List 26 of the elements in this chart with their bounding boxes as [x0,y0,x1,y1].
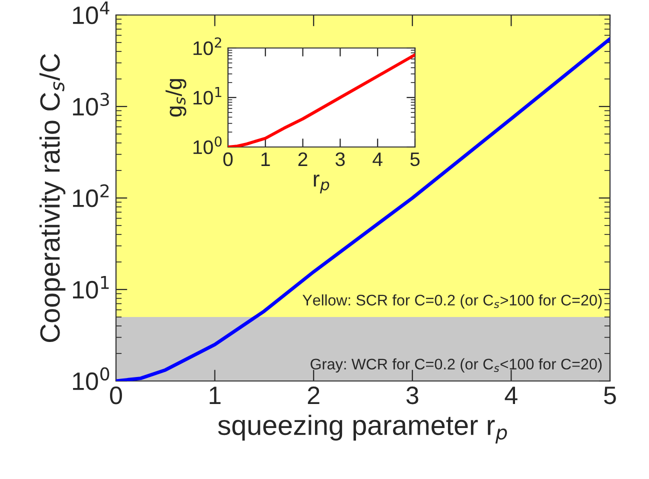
y-tick-label: 10$^{3}$ [73,92,109,116]
x-tick-label: 1 [261,152,270,166]
band-label: Gray: WCR for C=0.2 (or C$_{s}$<100 for C=20) [310,358,602,373]
x-tick-label: 0 [223,152,233,166]
x-tick-label: 3 [406,386,418,404]
y-tick-label: 10$^{4}$ [73,2,110,24]
x-tick-label: 5 [410,152,420,166]
x-tick-label: 5 [604,386,616,404]
y-tick-label: 10$^{1}$ [73,276,109,299]
y-axis-title: g$_{s}$/g [166,79,186,117]
x-tick-label: 2 [298,152,308,166]
y-axis-title: Cooperativity ratio C$_{s}$/C [39,54,66,342]
x-tick-label: 4 [372,152,382,166]
band-label: Yellow: SCR for C=0.2 (or C$_{s}$>100 for C=20) [302,294,602,309]
y-tick-label: 10$^{1}$ [194,87,222,105]
x-tick-label: 4 [504,386,518,404]
y-tick-label: 10$^{0}$ [73,367,110,390]
x-tick-label: 0 [110,386,122,404]
y-tick-label: 10$^{2}$ [73,184,109,208]
x-tick-label: 3 [336,152,345,166]
x-tick-label: 1 [210,386,221,404]
y-tick-label: 10$^{2}$ [194,37,222,56]
x-axis-title: r$_{p}$ [314,174,330,194]
y-tick-label: 10$^{0}$ [194,136,222,154]
x-axis-title: squeezing parameter r$_{p}$ [218,414,507,444]
x-tick-label: 2 [308,386,320,404]
